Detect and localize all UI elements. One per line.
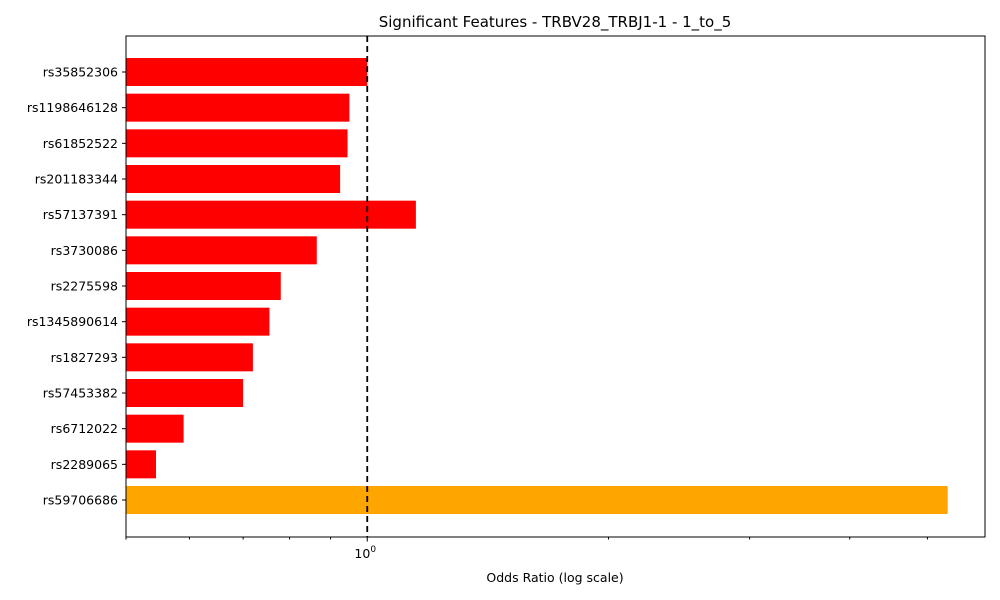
y-tick-label: rs201183344 <box>35 172 118 187</box>
bar-rs2275598 <box>126 272 281 300</box>
bar-rs57137391 <box>126 200 416 229</box>
y-tick-label: rs1345890614 <box>27 314 118 329</box>
y-tick-label: rs2275598 <box>51 279 118 294</box>
y-tick-label: rs61852522 <box>43 136 118 151</box>
y-tick-label: rs2289065 <box>51 457 118 472</box>
bar-rs59706686 <box>126 486 948 514</box>
bar-rs61852522 <box>126 129 348 158</box>
bar-rs1827293 <box>126 343 253 372</box>
x-tick-label: 100 <box>354 545 376 561</box>
bar-rs1198646128 <box>126 93 350 122</box>
y-tick-label: rs6712022 <box>51 421 118 436</box>
bar-rs3730086 <box>126 236 317 265</box>
x-axis-label: Odds Ratio (log scale) <box>486 570 623 585</box>
bar-rs201183344 <box>126 165 341 193</box>
bar-rs6712022 <box>126 414 184 443</box>
bars-group <box>126 58 948 514</box>
y-tick-label: rs57453382 <box>43 386 118 401</box>
x-ticks: 100 <box>125 537 928 561</box>
y-tick-label: rs1198646128 <box>27 100 118 115</box>
y-tick-labels: rs35852306 rs1198646128 rs61852522 rs201183… <box>27 65 126 508</box>
y-tick-label: rs35852306 <box>43 65 118 80</box>
y-tick-label: rs57137391 <box>43 207 118 222</box>
y-tick-label: rs3730086 <box>51 243 118 258</box>
plot-frame <box>125 35 986 538</box>
y-tick-label: rs59706686 <box>43 493 118 508</box>
y-tick-label: rs1827293 <box>51 350 118 365</box>
bar-rs35852306 <box>126 58 368 86</box>
chart-title: Significant Features - TRBV28_TRBJ1-1 - … <box>379 13 732 32</box>
bar-rs1345890614 <box>126 307 270 336</box>
bar-rs57453382 <box>126 379 244 407</box>
bar-rs2289065 <box>126 450 156 479</box>
